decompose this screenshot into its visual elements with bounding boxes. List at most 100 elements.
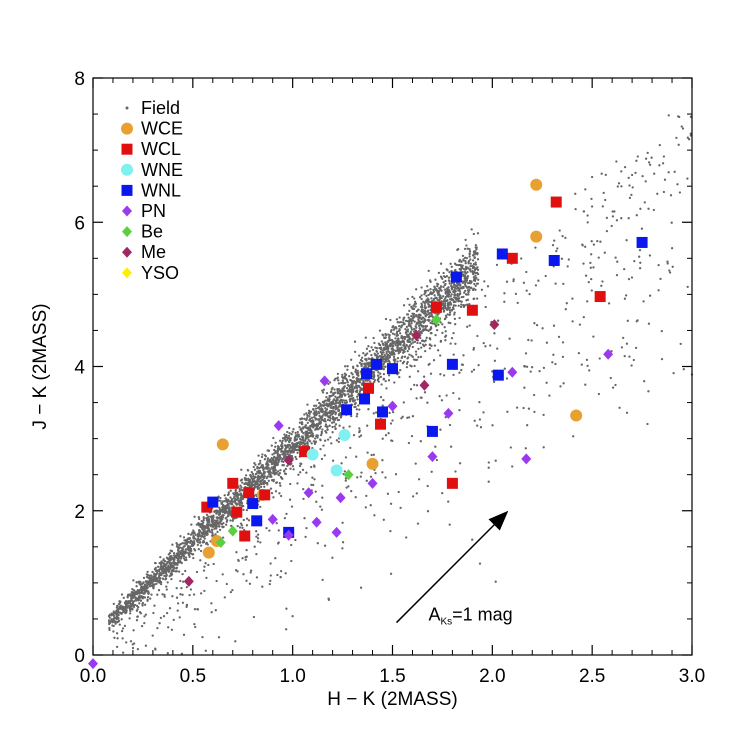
field-star [196, 543, 199, 547]
field-star [408, 320, 411, 323]
field-star [425, 294, 428, 298]
field-star [277, 458, 280, 461]
field-star [199, 592, 203, 595]
field-star [355, 415, 358, 418]
field-star [357, 380, 361, 383]
field-star [210, 611, 213, 614]
field-star [344, 377, 348, 380]
field-star [155, 569, 158, 572]
field-star [460, 363, 464, 366]
field-star [325, 391, 329, 395]
field-star [221, 516, 225, 519]
field-star [668, 271, 672, 274]
field-star [330, 403, 333, 406]
field-star [176, 609, 179, 612]
field-star [410, 434, 414, 438]
field-star [458, 397, 461, 400]
field-star [590, 253, 593, 256]
field-star [429, 325, 433, 329]
field-star [234, 489, 237, 492]
field-star [435, 328, 439, 332]
field-star [415, 288, 418, 291]
field-star [447, 286, 450, 289]
field-star [180, 556, 183, 559]
field-star [209, 530, 212, 534]
field-star [343, 385, 346, 388]
field-star [505, 377, 509, 380]
field-star [373, 379, 377, 382]
field-star [299, 462, 302, 465]
field-star [356, 476, 359, 479]
field-star [286, 452, 289, 456]
field-star [184, 569, 187, 573]
data-point-pn [267, 513, 278, 525]
field-star [279, 494, 283, 498]
field-star [213, 510, 216, 514]
extinction-label-rest: =1 mag [452, 604, 513, 624]
field-star [628, 184, 631, 187]
field-star [244, 474, 248, 477]
field-star [218, 516, 222, 519]
field-star [409, 364, 412, 367]
y-tick-label: 8 [74, 69, 85, 90]
field-star [131, 646, 135, 650]
field-star [463, 279, 466, 283]
field-star [641, 174, 644, 178]
field-star [166, 561, 169, 564]
field-star [404, 319, 408, 323]
field-star [206, 543, 209, 546]
field-star [673, 170, 676, 173]
field-star [437, 271, 441, 275]
data-point-pn [507, 366, 518, 378]
field-star [398, 327, 401, 331]
field-star [211, 522, 214, 526]
field-star [272, 469, 275, 473]
field-star [402, 304, 406, 307]
field-star [478, 562, 482, 565]
field-star [582, 262, 585, 265]
field-star [388, 361, 391, 364]
field-star [197, 521, 200, 525]
field-star [141, 601, 145, 605]
field-star [111, 621, 114, 624]
field-star [574, 192, 577, 195]
field-star [555, 249, 558, 253]
field-star [380, 340, 383, 343]
field-star [423, 301, 426, 305]
field-star [302, 497, 305, 501]
field-star [108, 626, 111, 630]
field-star [387, 350, 390, 353]
data-point-wcl [299, 446, 311, 458]
data-point-pn [521, 453, 532, 465]
field-star [199, 544, 203, 547]
field-star [426, 401, 429, 404]
field-star [379, 350, 382, 354]
field-star [165, 585, 168, 588]
field-star [223, 494, 226, 497]
field-star [567, 258, 570, 261]
field-star [240, 486, 243, 489]
field-star [468, 302, 471, 306]
data-point-pn [283, 529, 294, 541]
field-star [441, 323, 444, 326]
field-star [382, 351, 385, 354]
field-star [450, 285, 453, 288]
field-star [642, 300, 645, 303]
field-star [468, 268, 472, 272]
data-point-wcl [231, 506, 243, 518]
field-star [359, 358, 363, 362]
field-star [514, 292, 518, 296]
field-star [662, 190, 666, 194]
field-star [381, 459, 384, 462]
field-star [458, 292, 462, 296]
field-star [443, 317, 447, 321]
field-star [235, 494, 238, 498]
field-star [135, 598, 138, 602]
field-star [302, 438, 305, 442]
field-star [360, 356, 364, 359]
field-star [341, 387, 344, 390]
field-star [450, 298, 453, 301]
field-star [316, 418, 319, 421]
field-star [329, 401, 332, 405]
